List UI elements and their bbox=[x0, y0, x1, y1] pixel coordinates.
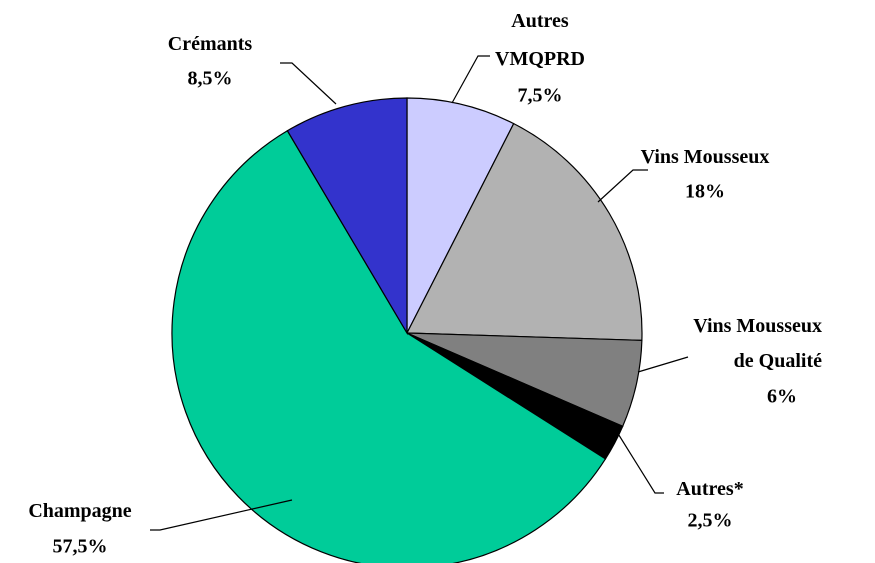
value-label: 18% bbox=[685, 181, 725, 203]
label-line: Champagne bbox=[28, 500, 131, 522]
value-label: 57,5% bbox=[53, 536, 108, 558]
leader-line bbox=[637, 356, 689, 373]
pie-slice bbox=[171, 129, 607, 563]
leader-line bbox=[451, 55, 490, 104]
slice-label: Vins Mousseux bbox=[641, 146, 770, 168]
label-line: Autres bbox=[511, 10, 569, 32]
pie-slice bbox=[286, 97, 408, 336]
slice-label: Vins Mousseux de Qualité bbox=[693, 315, 822, 372]
pie-slice bbox=[406, 122, 643, 342]
leader-line bbox=[150, 499, 293, 531]
label-line: de Qualité bbox=[734, 350, 822, 372]
label-line: VMQPRD bbox=[495, 48, 585, 70]
pie-slice bbox=[406, 97, 515, 334]
value-label: 6% bbox=[767, 386, 797, 408]
label-line: Autres* bbox=[676, 478, 743, 500]
label-line: Crémants bbox=[168, 33, 253, 55]
slice-label: Champagne bbox=[28, 500, 131, 522]
leader-line bbox=[280, 62, 337, 105]
value-label: 7,5% bbox=[518, 85, 563, 107]
slice-label: Autres VMQPRD bbox=[495, 10, 585, 70]
slice-label: Crémants bbox=[168, 33, 253, 55]
value-label: 2,5% bbox=[688, 510, 733, 532]
value-label: 8,5% bbox=[188, 68, 233, 90]
leader-line bbox=[597, 169, 648, 203]
slice-label: Autres* bbox=[676, 478, 743, 500]
label-line: Vins Mousseux bbox=[641, 146, 770, 168]
label-line: Vins Mousseux bbox=[693, 315, 822, 337]
leader-line bbox=[616, 431, 664, 494]
